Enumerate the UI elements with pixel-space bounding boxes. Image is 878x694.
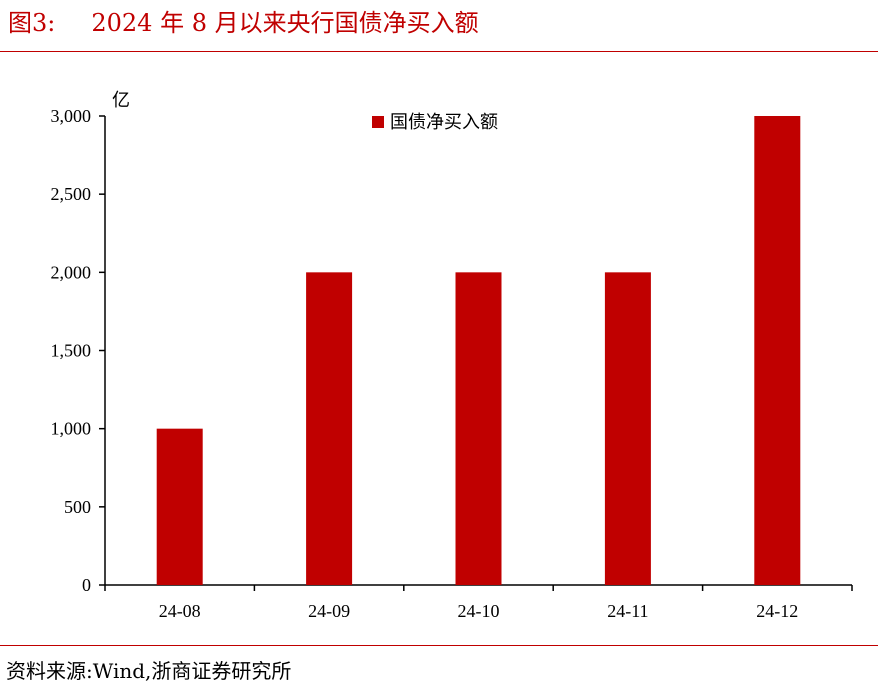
bar — [754, 116, 801, 585]
source-note: 资料来源:Wind,浙商证券研究所 — [6, 659, 292, 683]
bar — [455, 272, 502, 585]
bar-chart: 0 500 1,000 1,500 2,000 2,500 3,000 24-08 24-09… — [51, 90, 853, 621]
y-tick-label: 1,000 — [51, 419, 92, 439]
y-tick-label: 3,000 — [51, 106, 92, 126]
x-tick-label: 24-11 — [607, 601, 648, 621]
x-axis: 24-08 24-09 24-10 24-11 24-12 — [104, 584, 853, 621]
y-axis: 0 500 1,000 1,500 2,000 2,500 3,000 — [51, 106, 106, 595]
y-tick-label: 2,000 — [51, 262, 92, 282]
source-rule — [0, 645, 878, 646]
bar — [156, 428, 203, 585]
figure-title-text: 2024 年 8 月以来央行国债净买入额 — [91, 9, 479, 37]
x-tick-label: 24-09 — [308, 601, 350, 621]
bars — [156, 116, 801, 585]
x-tick-label: 24-10 — [458, 601, 500, 621]
y-tick-label: 0 — [82, 575, 91, 595]
y-unit-label: 亿 — [112, 90, 130, 110]
y-tick-label: 1,500 — [51, 341, 92, 361]
x-tick-label: 24-08 — [159, 601, 201, 621]
figure-title: 图3: 2024 年 8 月以来央行国债净买入额 — [8, 6, 479, 40]
bar — [604, 272, 651, 585]
legend: 国债净买入额 — [372, 112, 498, 132]
bar — [306, 272, 353, 585]
legend-swatch — [372, 116, 384, 128]
figure-label: 图3: — [8, 9, 56, 37]
y-tick-label: 2,500 — [51, 184, 92, 204]
legend-label: 国债净买入额 — [390, 112, 498, 132]
x-tick-label: 24-12 — [756, 601, 798, 621]
title-rule — [0, 51, 878, 52]
y-tick-label: 500 — [64, 497, 91, 517]
